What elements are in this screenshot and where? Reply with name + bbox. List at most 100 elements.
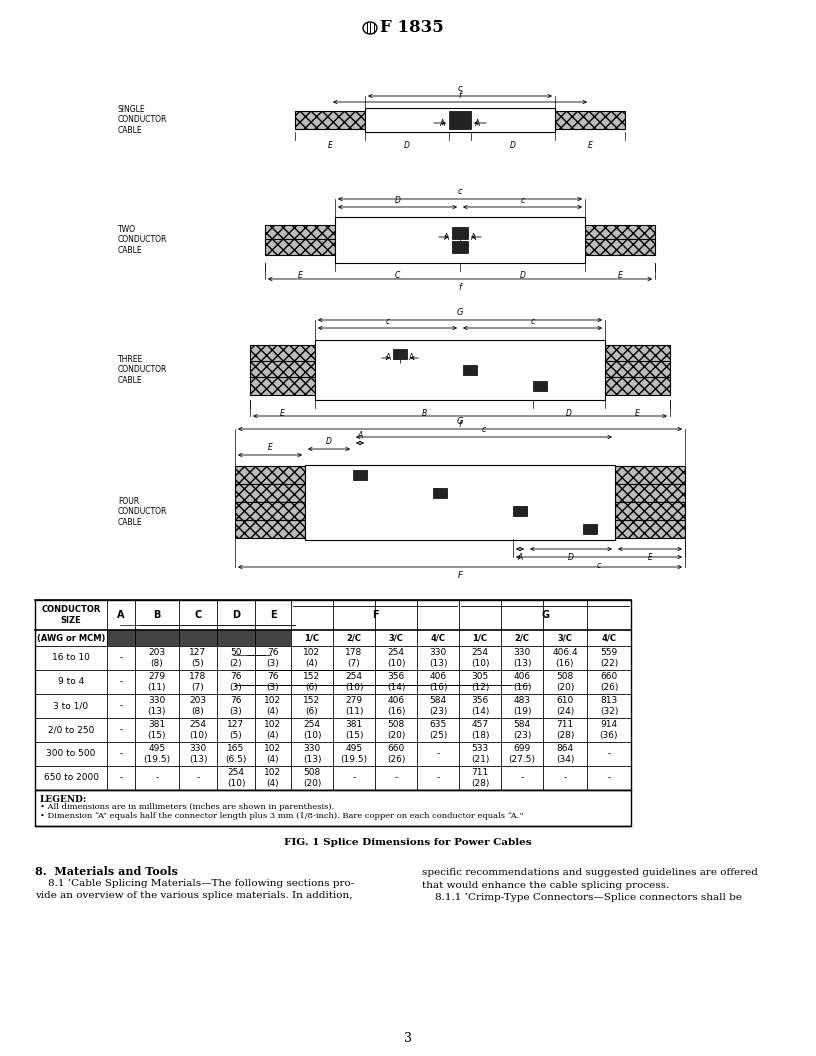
Text: 254
(10): 254 (10) (344, 672, 363, 692)
Text: 127
(5): 127 (5) (189, 648, 206, 668)
Text: 102
(4): 102 (4) (264, 696, 282, 716)
Text: TWO
CONDUCTOR
CABLE: TWO CONDUCTOR CABLE (118, 225, 167, 254)
Text: 584
(23): 584 (23) (429, 696, 447, 716)
Text: 76
(3): 76 (3) (229, 672, 242, 692)
Text: 102
(4): 102 (4) (264, 743, 282, 765)
Text: 165
(6.5): 165 (6.5) (225, 743, 246, 765)
Text: D: D (326, 437, 332, 446)
Bar (305, 465, 615, 540)
Text: 330
(13): 330 (13) (148, 696, 166, 716)
Text: 3: 3 (404, 1032, 412, 1044)
Bar (235, 520, 305, 538)
Bar (235, 484, 305, 502)
Text: -: - (119, 654, 122, 662)
Text: -: - (119, 701, 122, 711)
Bar (335, 216, 585, 263)
Text: 508
(20): 508 (20) (387, 720, 406, 740)
Text: G: G (541, 610, 549, 620)
Text: B: B (153, 610, 161, 620)
Text: F: F (371, 610, 379, 620)
Text: D: D (404, 140, 410, 150)
Text: • Dimension “A” equals half the connector length plus 3 mm (1/8-inch). Bare copp: • Dimension “A” equals half the connecto… (40, 812, 524, 821)
Bar (315, 340, 605, 400)
Text: F 1835: F 1835 (380, 19, 444, 37)
Text: A: A (386, 354, 391, 362)
Text: A: A (517, 553, 522, 562)
Text: A: A (357, 431, 362, 440)
Text: 254
(10): 254 (10) (387, 648, 406, 668)
Text: E: E (618, 271, 623, 281)
Text: 178
(7): 178 (7) (189, 672, 206, 692)
Text: 330
(13): 330 (13) (303, 743, 322, 765)
Text: D: D (520, 271, 526, 281)
Text: 711
(28): 711 (28) (471, 768, 489, 788)
Bar (452, 227, 468, 239)
Text: FIG. 1 Splice Dimensions for Power Cables: FIG. 1 Splice Dimensions for Power Cable… (284, 838, 532, 847)
Bar (295, 111, 365, 129)
Text: c: c (458, 187, 463, 196)
Text: 533
(21): 533 (21) (471, 743, 489, 765)
Text: |: | (459, 231, 462, 242)
Bar (583, 524, 597, 534)
Text: c: c (458, 84, 463, 93)
Text: 279
(11): 279 (11) (148, 672, 166, 692)
Text: 406
(16): 406 (16) (387, 696, 406, 716)
Text: 3 to 1/0: 3 to 1/0 (53, 701, 89, 711)
Text: 711
(28): 711 (28) (556, 720, 574, 740)
Bar (250, 361, 315, 379)
Text: 508
(20): 508 (20) (556, 672, 574, 692)
Text: E: E (588, 140, 592, 150)
Text: 635
(25): 635 (25) (429, 720, 447, 740)
Text: D: D (232, 610, 240, 620)
Text: -: - (521, 773, 524, 782)
Text: 254
(10): 254 (10) (471, 648, 490, 668)
Text: D: D (510, 140, 516, 150)
Text: 254
(10): 254 (10) (303, 720, 322, 740)
Text: 356
(14): 356 (14) (471, 696, 489, 716)
Ellipse shape (363, 22, 377, 34)
Text: E: E (635, 409, 640, 417)
Text: 1/C: 1/C (304, 634, 320, 642)
Text: D: D (568, 553, 574, 562)
Text: 864
(34): 864 (34) (556, 743, 574, 765)
Bar (615, 484, 685, 502)
Text: 330
(13): 330 (13) (428, 648, 447, 668)
Bar (393, 348, 407, 359)
Text: 203
(8): 203 (8) (149, 648, 166, 668)
Text: E: E (648, 553, 653, 562)
Text: specific recommendations and suggested guidelines are offered
that would enhance: specific recommendations and suggested g… (422, 868, 758, 902)
Bar (605, 361, 670, 379)
Text: 2/0 to 250: 2/0 to 250 (48, 725, 94, 735)
Bar (265, 225, 335, 241)
Text: 650 to 2000: 650 to 2000 (43, 773, 99, 782)
Text: -: - (563, 773, 566, 782)
Text: 3/C: 3/C (388, 634, 403, 642)
Bar (615, 520, 685, 538)
Text: D: D (566, 409, 572, 417)
Text: |: | (398, 353, 401, 363)
Text: 127
(5): 127 (5) (228, 720, 245, 740)
Text: 610
(24): 610 (24) (556, 696, 574, 716)
Text: C: C (395, 271, 400, 281)
Bar (463, 365, 477, 375)
Text: 300 to 500: 300 to 500 (47, 750, 95, 758)
Text: A: A (475, 118, 481, 128)
Bar (235, 502, 305, 520)
Text: 4/C: 4/C (601, 634, 617, 642)
Bar (555, 111, 625, 129)
Text: 76
(3): 76 (3) (229, 696, 242, 716)
Text: -: - (437, 773, 440, 782)
Text: 330
(13): 330 (13) (188, 743, 207, 765)
Bar (585, 239, 655, 254)
Text: f: f (459, 420, 462, 429)
Text: 102
(4): 102 (4) (264, 768, 282, 788)
Text: 2/C: 2/C (515, 634, 530, 642)
Text: 406
(16): 406 (16) (428, 672, 447, 692)
Text: f: f (459, 91, 462, 100)
Text: E: E (298, 271, 303, 281)
Text: -: - (437, 750, 440, 758)
Bar (235, 466, 305, 484)
Text: 457
(18): 457 (18) (471, 720, 490, 740)
Text: 699
(27.5): 699 (27.5) (508, 743, 535, 765)
Text: 8.1 ’Cable Splicing Materials—The following sections pro-
vide an overview of th: 8.1 ’Cable Splicing Materials—The follow… (35, 879, 354, 901)
